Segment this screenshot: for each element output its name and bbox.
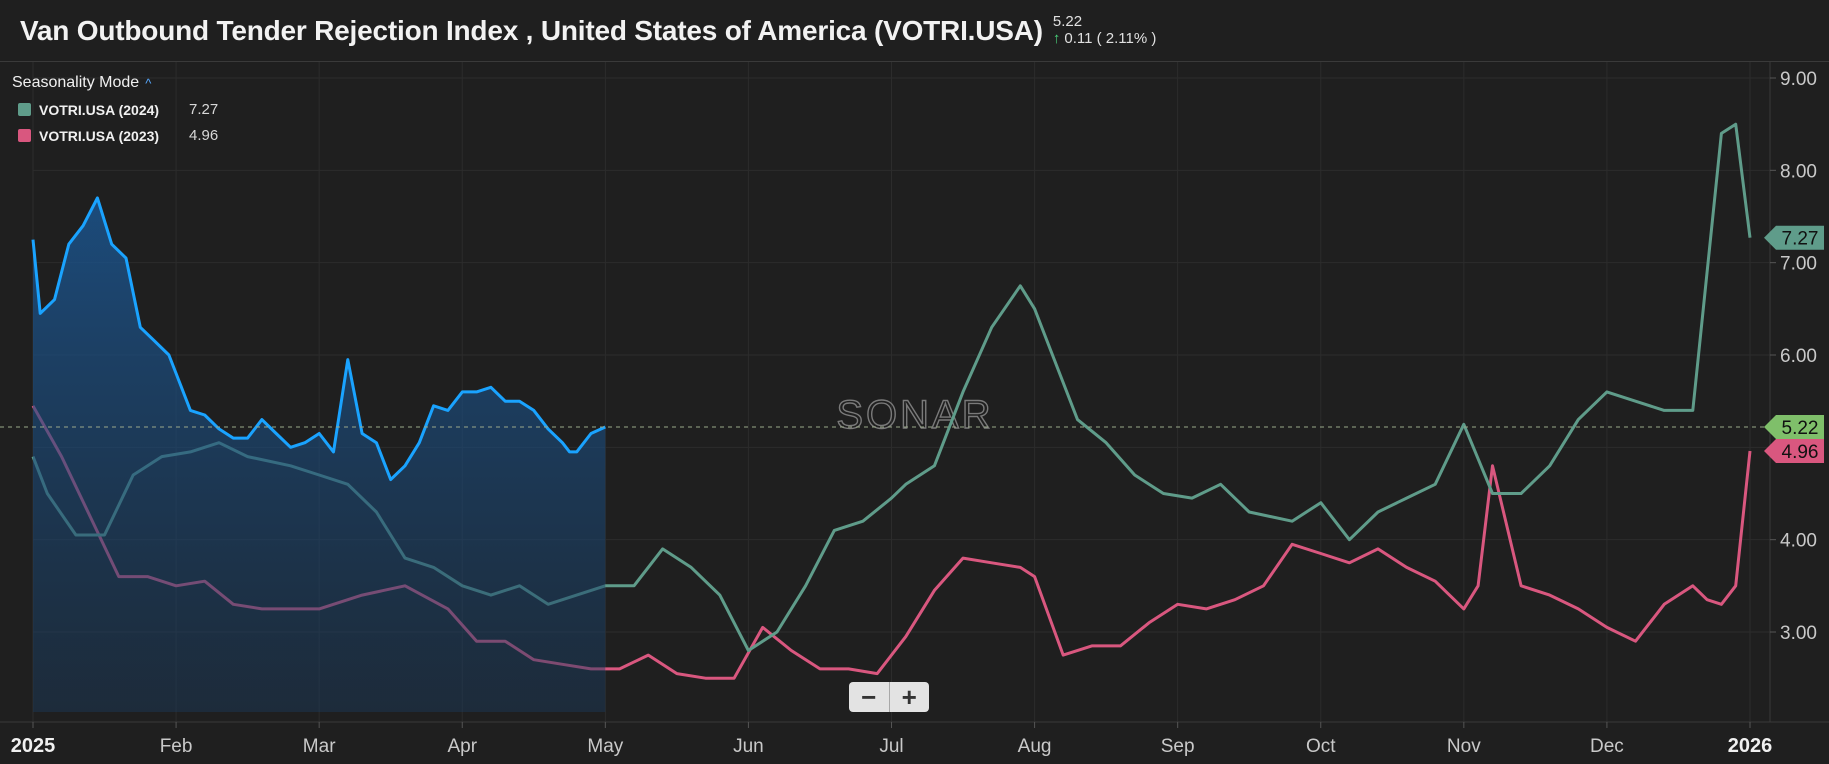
seasonality-mode-label: Seasonality Mode: [12, 74, 140, 91]
x-tick-label: May: [587, 736, 623, 757]
legend-swatch-2023: [18, 129, 31, 142]
legend-swatch-2024: [18, 103, 31, 116]
x-tick-label: Mar: [303, 736, 336, 757]
x-tick-label: 2025: [11, 735, 56, 757]
x-tick-label: Oct: [1306, 736, 1336, 757]
seasonality-mode-toggle[interactable]: Seasonality Mode ^: [12, 74, 218, 92]
value-tag-2023-label: 4.96: [1782, 442, 1819, 463]
legend-item-2024[interactable]: VOTRI.USA (2024) 7.27: [18, 101, 218, 118]
value-tag-2023-shape: [1764, 439, 1824, 464]
legend-label-2023: VOTRI.USA (2023): [39, 127, 160, 144]
y-tick-label: 7.00: [1780, 254, 1817, 275]
quote-box: 5.22 ↑ 0.11 ( 2.11% ): [1053, 13, 1157, 47]
value-tag-2024-label: 7.27: [1782, 229, 1819, 250]
y-tick-label: 8.00: [1780, 161, 1817, 182]
x-tick-label: Jul: [879, 736, 903, 757]
zoom-control: − +: [849, 682, 929, 712]
y-tick-label: 4.00: [1780, 531, 1817, 552]
zoom-in-button[interactable]: +: [901, 682, 917, 712]
last-value: 5.22: [1052, 12, 1083, 30]
x-tick-label: Apr: [447, 736, 477, 757]
legend-label-2024: VOTRI.USA (2024): [39, 101, 160, 118]
chart-title: Van Outbound Tender Rejection Index , Un…: [20, 14, 1043, 46]
legend-value-2024: 7.27: [189, 101, 219, 118]
current-year-area: [33, 198, 606, 712]
y-tick-label: 3.00: [1780, 623, 1817, 644]
value-tag-current-label: 5.22: [1782, 418, 1819, 439]
value-tags: 7.27 5.22 4.96: [1764, 225, 1824, 464]
x-tick-label: Aug: [1018, 736, 1052, 757]
legend: Seasonality Mode ^ VOTRI.USA (2024) 7.27…: [12, 74, 218, 144]
x-tick-label: Jun: [733, 736, 764, 757]
legend-value-2023: 4.96: [189, 127, 219, 144]
x-tick-label: Sep: [1161, 736, 1195, 757]
y-axis: 3.004.005.006.007.008.009.00: [1769, 62, 1817, 722]
x-tick-label: 2026: [1728, 735, 1773, 757]
series-lines: [31, 122, 1752, 712]
x-tick-label: Feb: [160, 736, 193, 757]
legend-item-2023[interactable]: VOTRI.USA (2023) 4.96: [18, 127, 218, 144]
x-axis: 2025 Feb Mar Apr May Jun Jul Aug Sep Oct Nov Dec 202…: [0, 721, 1829, 757]
value-tag-2024-shape: [1764, 225, 1824, 250]
change-readout: ↑ 0.11 ( 2.11% ): [1053, 30, 1157, 47]
x-tick-label: Nov: [1447, 736, 1481, 757]
chevron-up-icon: ^: [145, 75, 152, 91]
change-text: 0.11 ( 2.11% ): [1064, 29, 1157, 47]
sonar-watermark: SONAR: [836, 393, 993, 437]
y-tick-label: 9.00: [1780, 69, 1817, 90]
arrow-up-icon: ↑: [1052, 29, 1061, 47]
y-tick-label: 6.00: [1780, 346, 1817, 367]
current-year-line[interactable]: [31, 196, 606, 482]
zoom-out-button[interactable]: −: [849, 682, 890, 712]
x-tick-label: Dec: [1590, 736, 1624, 757]
chart-header: Van Outbound Tender Rejection Index , Un…: [0, 0, 1829, 62]
value-tag-current-shape: [1764, 415, 1824, 440]
